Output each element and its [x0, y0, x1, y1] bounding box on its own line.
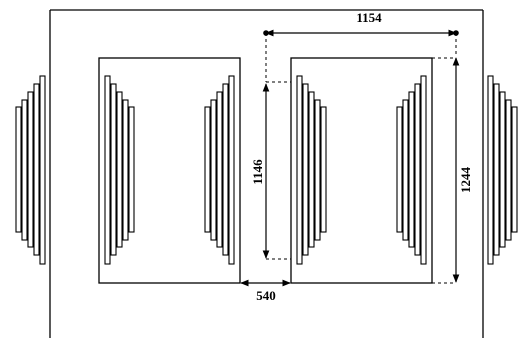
dimension-inner-height: 1146: [250, 81, 291, 260]
coil-strip: [320, 106, 327, 233]
dimension-bottom-gap: 540: [240, 279, 291, 303]
dimension-top-label: 1154: [356, 10, 382, 25]
coil-stack-left-frame-right: [204, 75, 235, 265]
coil-stack-far-right: [487, 75, 518, 265]
dimension-top-width: 1154: [263, 10, 459, 82]
coil-strip: [499, 91, 506, 248]
coil-strip: [402, 99, 409, 241]
coil-strip: [122, 99, 129, 241]
coil-strip: [104, 75, 111, 265]
coil-strip: [15, 106, 22, 233]
coil-strip: [27, 91, 34, 248]
coil-strip: [296, 75, 303, 265]
coil-strip: [396, 106, 403, 233]
dimension-outer-height-label: 1244: [458, 167, 473, 194]
dimension-inner-height-label: 1146: [250, 159, 265, 185]
coil-stacks: [15, 75, 518, 265]
coil-strip: [33, 83, 40, 256]
coil-strip: [420, 75, 427, 265]
coil-strip: [116, 91, 123, 248]
coil-stack-far-left: [15, 75, 46, 265]
coil-stack-right-frame-left: [296, 75, 327, 265]
coil-strip: [505, 99, 512, 241]
coil-strip: [314, 99, 321, 241]
coil-strip: [408, 91, 415, 248]
coil-strip: [302, 83, 309, 256]
coil-strip: [487, 75, 494, 265]
enclosure: [49, 9, 484, 338]
coil-strip: [308, 91, 315, 248]
coil-strip: [21, 99, 28, 241]
core-frames: [98, 57, 433, 284]
coil-strip: [414, 83, 421, 256]
coil-stack-left-frame-left: [104, 75, 135, 265]
coil-strip: [128, 106, 135, 233]
dimension-outer-height: 1244: [432, 57, 473, 284]
coil-strip: [204, 106, 211, 233]
coil-strip: [222, 83, 229, 256]
coil-stack-right-frame-right: [396, 75, 427, 265]
left-core-frame: [98, 57, 241, 284]
coil-strip: [493, 83, 500, 256]
coil-strip: [216, 91, 223, 248]
coil-strip: [511, 106, 518, 233]
coil-strip: [39, 75, 46, 265]
dimension-bottom-gap-label: 540: [256, 288, 276, 303]
right-core-frame: [290, 57, 433, 284]
coil-strip: [110, 83, 117, 256]
coil-strip: [228, 75, 235, 265]
coil-strip: [210, 99, 217, 241]
